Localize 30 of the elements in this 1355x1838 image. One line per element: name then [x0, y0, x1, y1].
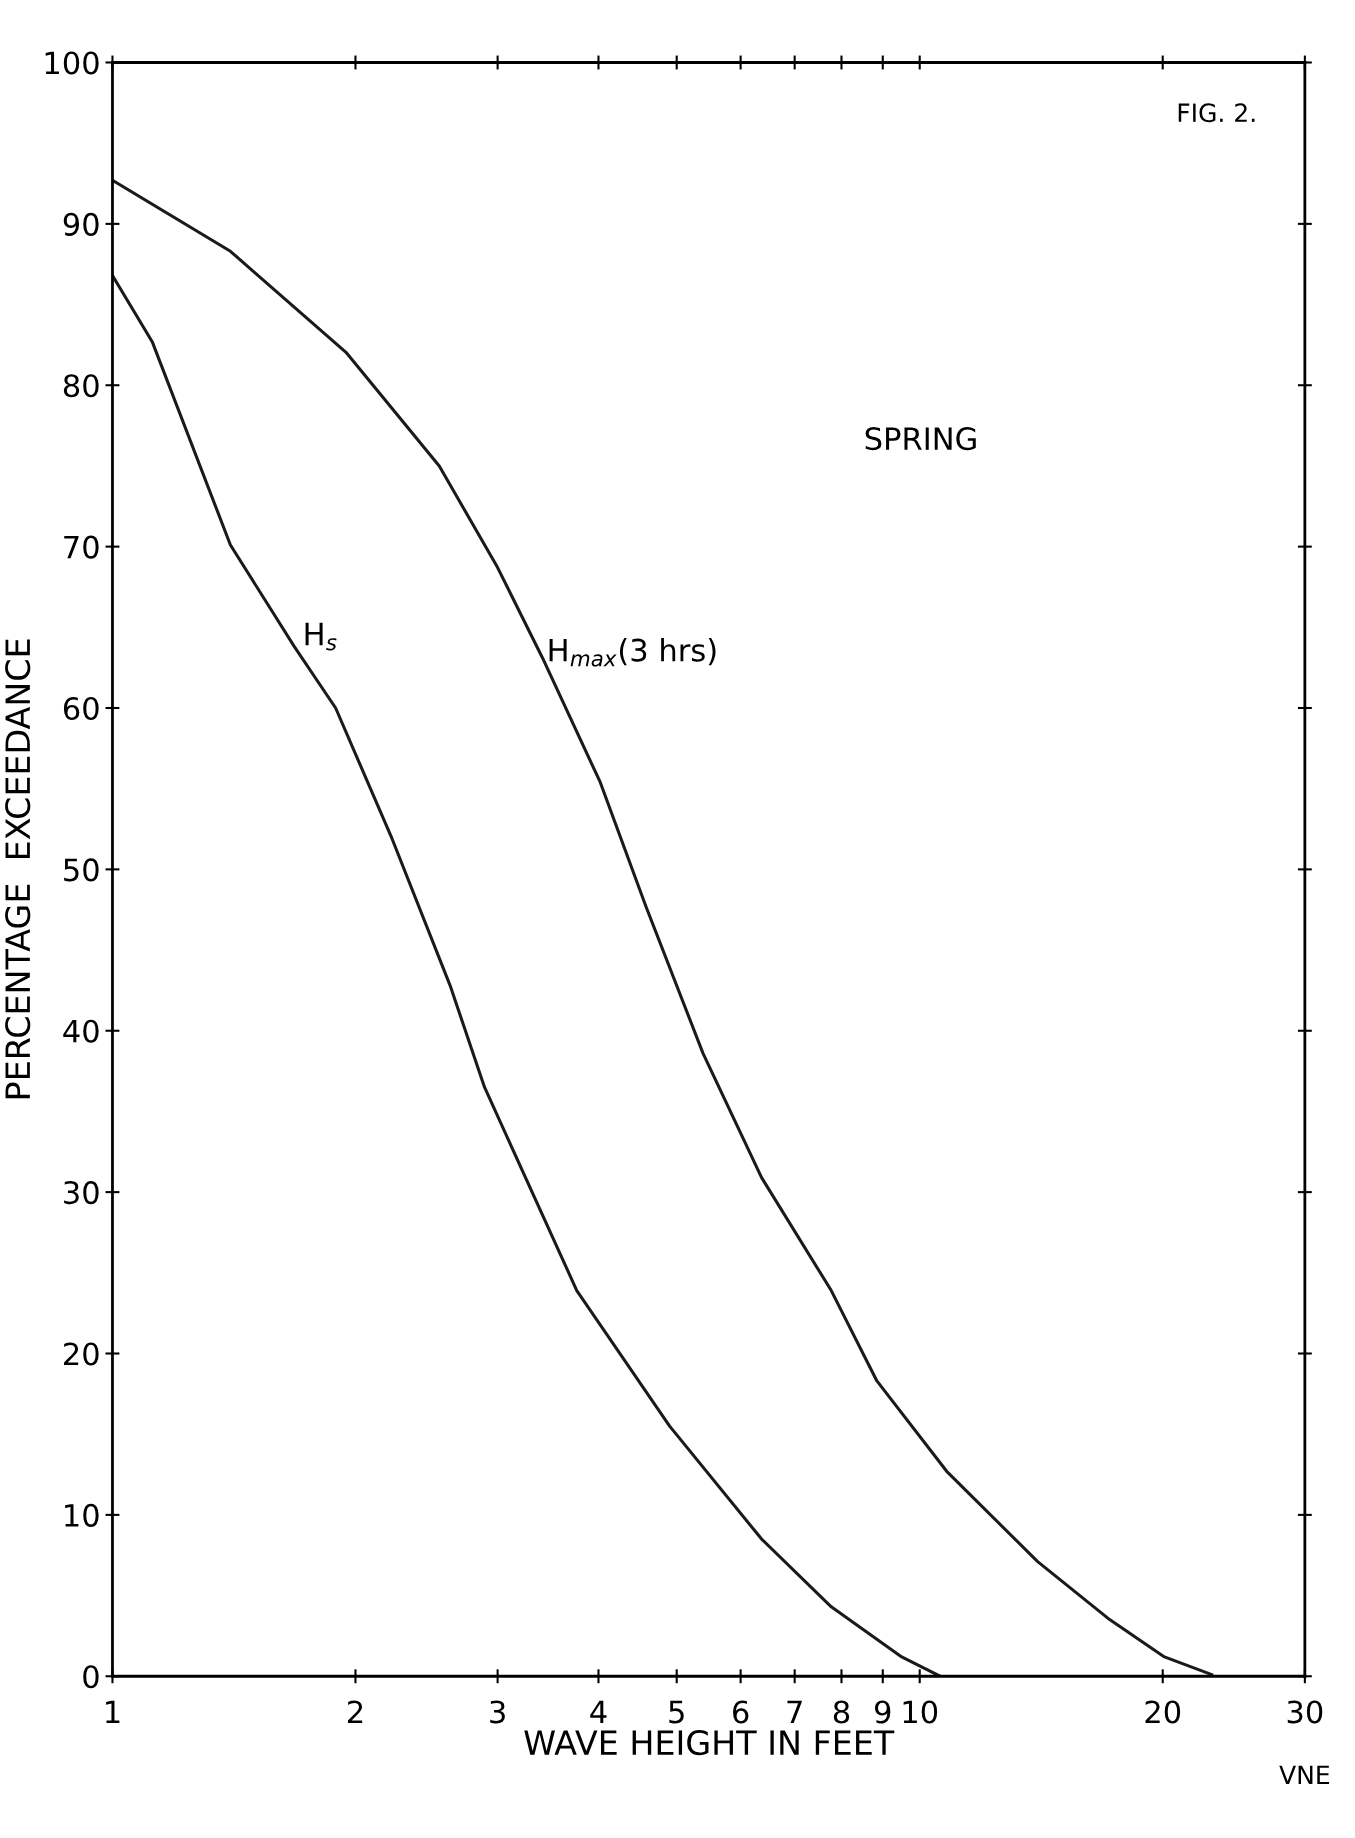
y-tick-label: 50 [64, 858, 99, 882]
x-tick-label: 3 [490, 1700, 505, 1724]
x-tick-label: 8 [833, 1700, 850, 1724]
y-tick-label: 90 [63, 212, 99, 236]
x-tick-label: 2 [347, 1700, 363, 1724]
y-tick-label: 70 [64, 535, 99, 559]
y-tick-label: 80 [63, 374, 99, 398]
x-axis-title: WAVE HEIGHT IN FEET [524, 1730, 895, 1756]
y-tick-label: 0 [83, 1665, 99, 1689]
x-tick-label: 6 [733, 1700, 749, 1724]
x-tick-label: 30 [1287, 1700, 1323, 1724]
text: VNE [1279, 1765, 1330, 1785]
x-tick-label: 5 [669, 1700, 684, 1724]
y-tick-label: 10 [65, 1503, 99, 1527]
x-tick-label: 9 [874, 1700, 891, 1724]
y-tick-label: 100 [45, 51, 99, 75]
x-tick-label: 7 [787, 1700, 802, 1724]
x-tick-label: 4 [590, 1700, 607, 1724]
annotation: H$_{s}$ [305, 622, 337, 651]
y-axis-title: PERCENTAGE EXCEEDANCE [5, 639, 31, 1099]
y-tick-label: 20 [64, 1342, 99, 1366]
x-tick-label: 1 [106, 1700, 120, 1724]
y-tick-label: 40 [63, 1019, 99, 1043]
text: SPRING [865, 427, 976, 451]
y-tick-label: 60 [63, 696, 99, 721]
annotation: H$_{max}$(3 hrs) [549, 638, 716, 667]
y-tick-label: 30 [64, 1181, 99, 1205]
annotation: FIG. 2. [1178, 103, 1255, 123]
x-tick-label: 20 [1145, 1700, 1181, 1724]
x-tick-label: 10 [903, 1700, 938, 1724]
